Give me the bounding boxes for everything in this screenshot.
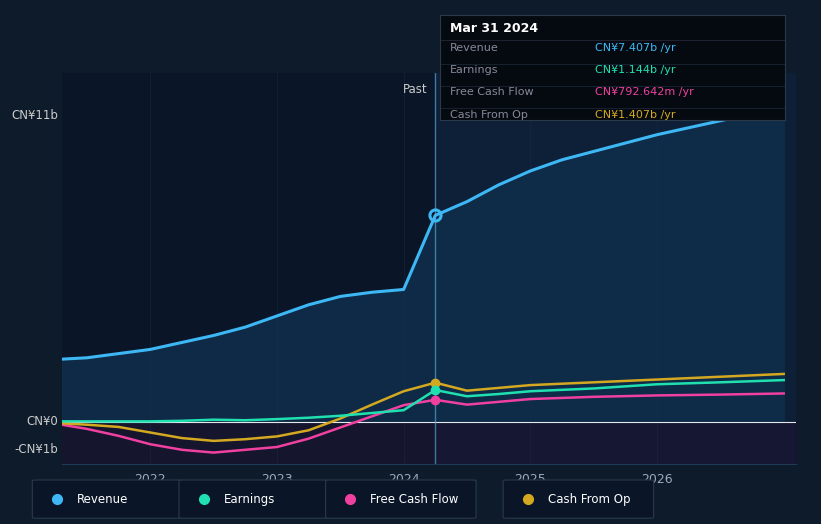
Text: Earnings: Earnings <box>224 493 275 506</box>
Bar <box>435 73 796 464</box>
Text: CN¥792.642m /yr: CN¥792.642m /yr <box>595 88 694 97</box>
FancyBboxPatch shape <box>503 480 654 518</box>
Text: Past: Past <box>403 83 428 96</box>
FancyBboxPatch shape <box>326 480 476 518</box>
Text: CN¥0: CN¥0 <box>26 416 58 429</box>
Text: CN¥1.407b /yr: CN¥1.407b /yr <box>595 110 676 119</box>
Text: CN¥7.407b /yr: CN¥7.407b /yr <box>595 43 676 53</box>
Text: Free Cash Flow: Free Cash Flow <box>451 88 534 97</box>
Text: CN¥1.144b /yr: CN¥1.144b /yr <box>595 66 676 75</box>
Text: Revenue: Revenue <box>451 43 499 53</box>
Bar <box>62 73 435 464</box>
Text: Revenue: Revenue <box>77 493 128 506</box>
Text: Mar 31 2024: Mar 31 2024 <box>451 23 539 35</box>
Text: CN¥11b: CN¥11b <box>11 108 58 122</box>
Text: Cash From Op: Cash From Op <box>451 110 528 119</box>
Text: Cash From Op: Cash From Op <box>548 493 631 506</box>
FancyBboxPatch shape <box>32 480 183 518</box>
FancyBboxPatch shape <box>179 480 329 518</box>
Text: Analysts Forecasts: Analysts Forecasts <box>443 83 553 96</box>
Text: Free Cash Flow: Free Cash Flow <box>370 493 459 506</box>
Text: -CN¥1b: -CN¥1b <box>14 443 58 456</box>
Text: Earnings: Earnings <box>451 66 499 75</box>
